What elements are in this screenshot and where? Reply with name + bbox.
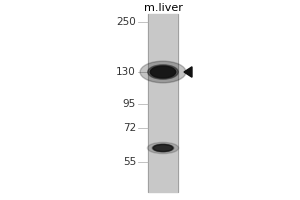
- Polygon shape: [184, 67, 192, 77]
- Ellipse shape: [148, 65, 178, 79]
- Ellipse shape: [150, 66, 176, 78]
- Text: 95: 95: [123, 99, 136, 109]
- Ellipse shape: [152, 144, 174, 152]
- Text: 130: 130: [116, 67, 136, 77]
- Ellipse shape: [153, 144, 173, 152]
- Text: 55: 55: [123, 157, 136, 167]
- Text: 72: 72: [123, 123, 136, 133]
- Bar: [148, 14, 178, 192]
- Ellipse shape: [140, 61, 186, 83]
- Ellipse shape: [147, 142, 178, 154]
- Text: m.liver: m.liver: [144, 3, 182, 13]
- Text: 250: 250: [116, 17, 136, 27]
